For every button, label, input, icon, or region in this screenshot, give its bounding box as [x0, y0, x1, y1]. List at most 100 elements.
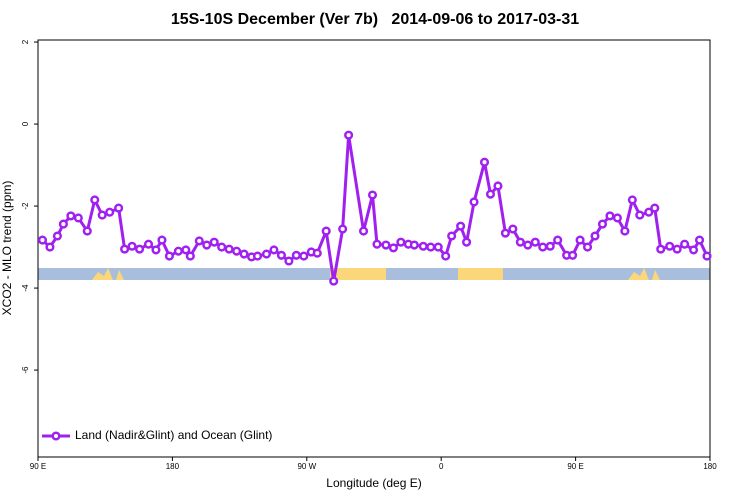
land-band: [330, 268, 386, 280]
data-point: [545, 241, 555, 251]
data-point: [500, 228, 510, 238]
data-point: [194, 236, 204, 246]
data-point: [73, 213, 83, 223]
x-tick-label: 180: [703, 462, 717, 471]
x-tick-label: 90 E: [30, 462, 46, 471]
data-point: [173, 246, 183, 256]
y-tick-label: 2: [21, 39, 30, 44]
data-point: [447, 231, 457, 241]
data-point: [635, 210, 645, 220]
data-point: [97, 210, 107, 220]
data-point: [209, 237, 219, 247]
data-point: [508, 224, 518, 234]
x-tick-label: 0: [439, 462, 444, 471]
data-point: [239, 249, 249, 259]
data-point: [134, 244, 145, 254]
data-point: [157, 235, 167, 245]
data-point: [590, 231, 600, 241]
y-axis-label: XCO2 - MLO trend (ppm): [0, 181, 14, 316]
data-point: [441, 251, 451, 261]
data-point: [329, 276, 339, 286]
data-point: [151, 245, 161, 255]
data-point: [312, 248, 322, 258]
data-point: [321, 226, 331, 236]
data-point: [702, 251, 712, 261]
data-point: [388, 243, 398, 253]
y-tick-label: -4: [21, 284, 30, 292]
legend-marker: [51, 431, 61, 441]
data-point: [202, 240, 212, 250]
data-point: [181, 245, 191, 255]
y-tick-label: -6: [21, 366, 30, 374]
data-point: [185, 251, 195, 261]
y-tick-label: -2: [21, 202, 30, 210]
x-axis-label: Longitude (deg E): [326, 476, 421, 490]
data-point: [344, 130, 354, 140]
x-tick-label: 180: [166, 462, 180, 471]
data-point: [396, 237, 406, 247]
plot-frame: [37, 39, 711, 458]
data-point: [143, 239, 154, 249]
data-point: [358, 226, 369, 236]
data-point: [381, 240, 391, 250]
data-point: [538, 242, 548, 252]
data-point: [291, 250, 301, 260]
data-point: [493, 181, 503, 191]
data-point: [605, 211, 615, 221]
data-point: [269, 245, 279, 255]
data-point: [338, 224, 348, 234]
legend: Land (Nadir&Glint) and Ocean (Glint): [42, 428, 272, 442]
data-point: [82, 226, 92, 236]
data-point: [672, 244, 682, 254]
data-point: [114, 203, 124, 213]
data-point: [284, 256, 294, 266]
land-patch: [92, 268, 124, 280]
x-tick-label: 90 W: [297, 462, 316, 471]
data-point: [456, 221, 466, 231]
data-point: [409, 240, 419, 250]
data-point: [612, 213, 622, 223]
data-point: [620, 226, 630, 236]
y-tick-label: 0: [21, 121, 30, 126]
data-point: [644, 207, 654, 217]
data-point: [90, 195, 100, 205]
data-point: [252, 251, 263, 261]
data-point: [515, 237, 525, 247]
land-patch: [628, 268, 660, 280]
data-point: [224, 244, 234, 254]
data-point: [485, 189, 496, 199]
data-point: [276, 250, 286, 260]
land-band: [458, 268, 503, 280]
data-point: [261, 249, 272, 259]
data-point: [433, 242, 443, 252]
data-point: [582, 242, 593, 252]
data-point: [367, 190, 378, 200]
data-point: [479, 157, 490, 167]
data-point: [45, 242, 55, 252]
data-point: [37, 235, 48, 245]
data-point: [372, 239, 382, 249]
data-point: [523, 240, 533, 250]
data-point: [689, 245, 699, 255]
data-point: [418, 241, 428, 251]
data-point: [597, 219, 608, 229]
chart-title: 15S-10S December (Ver 7b) 2014-09-06 to …: [171, 11, 579, 28]
data-point: [426, 242, 436, 252]
data-point: [105, 207, 115, 217]
data-point: [530, 237, 540, 247]
legend-label: Land (Nadir&Glint) and Ocean (Glint): [75, 428, 272, 442]
x-tick-label: 90 E: [567, 462, 583, 471]
data-point: [164, 251, 174, 261]
data-point: [58, 219, 68, 229]
data-point: [553, 235, 563, 245]
data-point: [299, 251, 309, 261]
data-point: [694, 235, 705, 245]
data-point: [120, 244, 130, 254]
data-point: [575, 235, 585, 245]
land-ocean-strip: [38, 268, 710, 280]
data-point: [469, 197, 479, 207]
data-point: [680, 239, 690, 249]
data-point: [217, 242, 227, 252]
